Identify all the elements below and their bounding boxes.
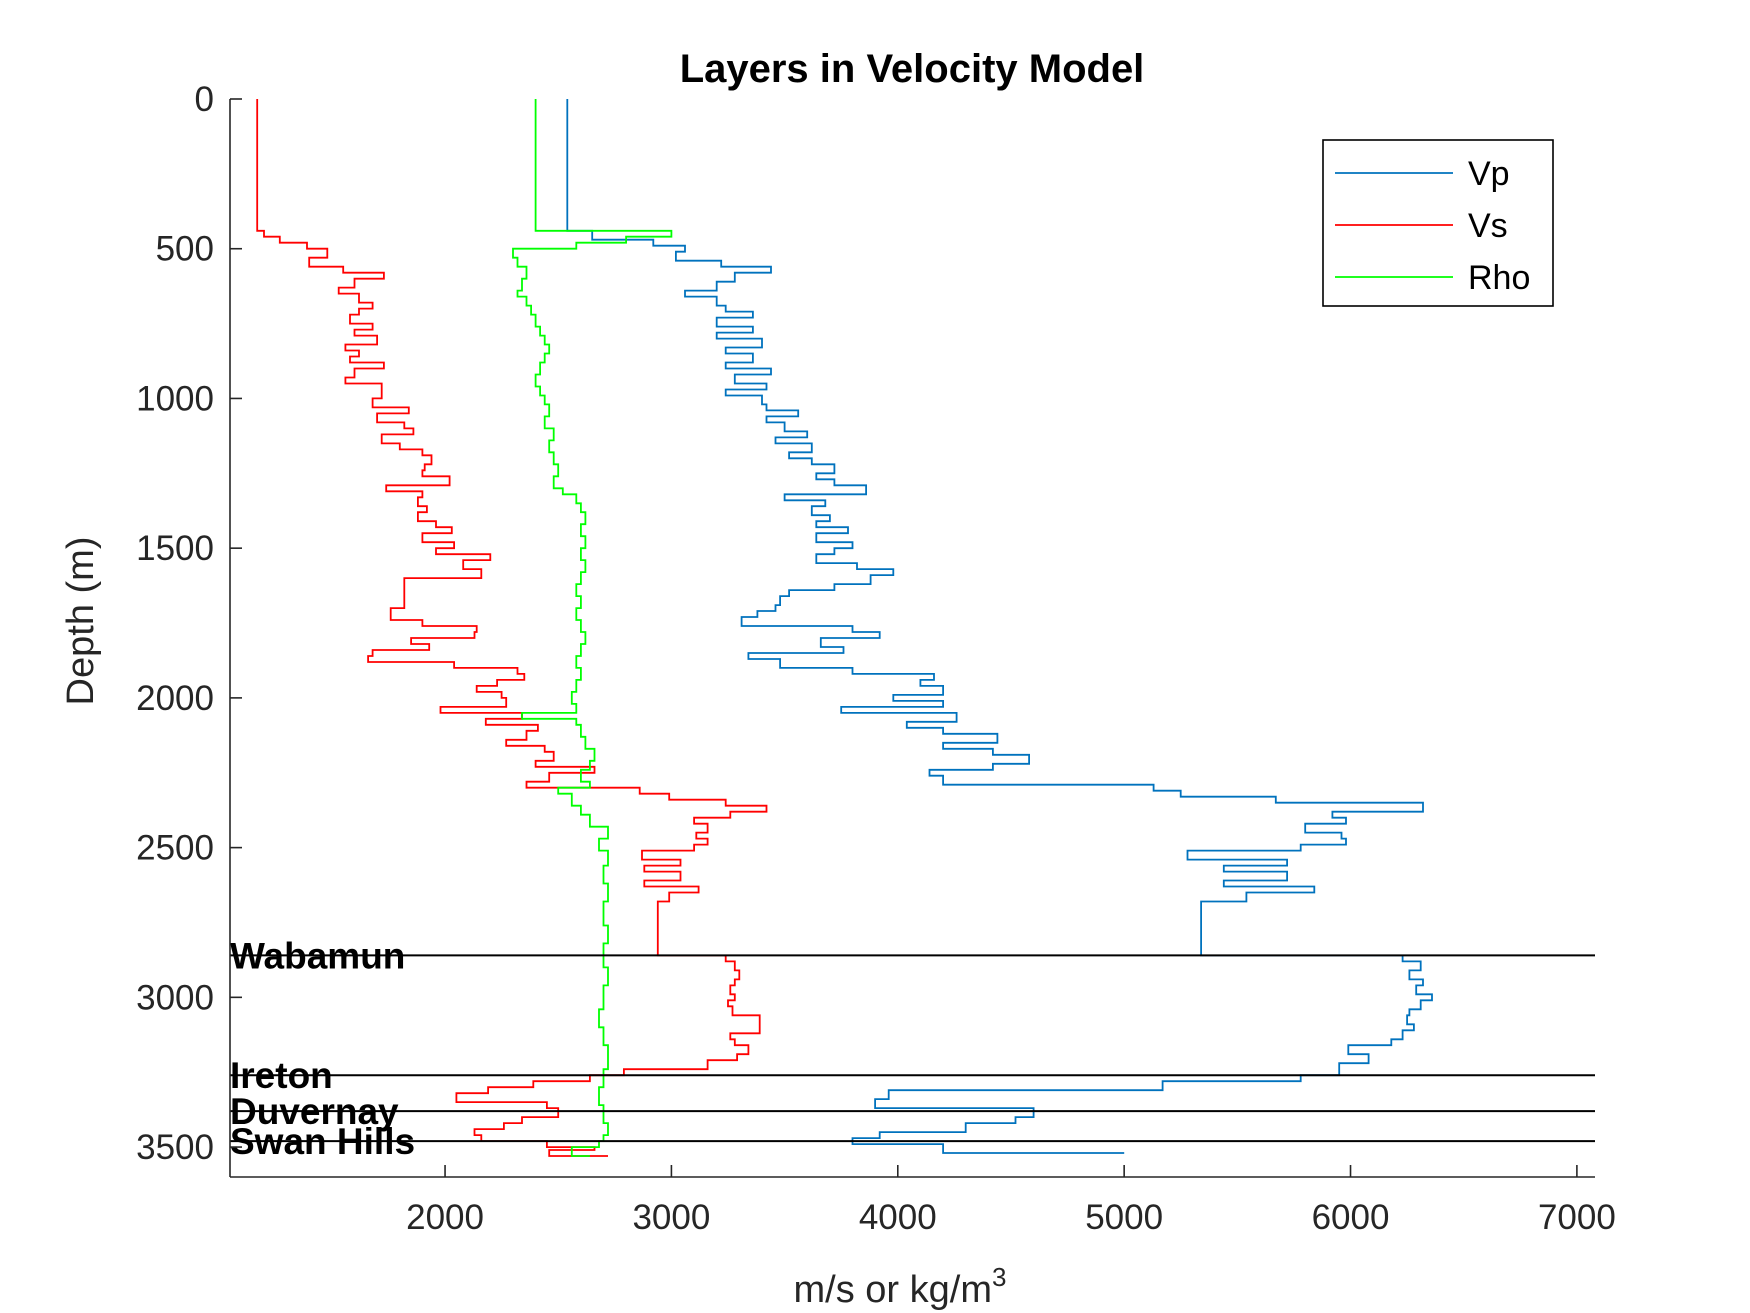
y-tick-label-0: 0 [195,80,214,119]
series-line-rho [512,99,673,1157]
y-tick-label-1500: 1500 [136,529,214,568]
y-tick-label-500: 500 [156,230,214,269]
horizon-label-duvernay: Duvernay [230,1091,399,1132]
legend: Vp Vs Rho [1322,139,1554,307]
x-tick-label-3000: 3000 [632,1198,710,1237]
legend-label-vp: Vp [1468,155,1510,193]
x-tick-label-2000: 2000 [406,1198,484,1237]
x-tick-label-6000: 6000 [1312,1198,1390,1237]
x-axis-label-superscript: 3 [992,1262,1006,1292]
series-line-vs [256,99,768,1157]
series-line-vp [566,99,1433,1154]
x-tick-label-4000: 4000 [859,1198,937,1237]
legend-label-vs: Vs [1468,207,1508,245]
axes-layer: 0 500 1000 1500 2000 2500 3000 3500 2000 3000 4000… [136,80,1616,1237]
x-axis-label: m/s or kg/m3 [794,1262,1007,1311]
horizon-label-ireton: Ireton [230,1055,333,1096]
y-tick-label-3000: 3000 [136,978,214,1017]
chart-title: Layers in Velocity Model [680,47,1145,91]
y-tick-label-3500: 3500 [136,1128,214,1167]
y-tick-label-2000: 2000 [136,679,214,718]
horizon-label-wabamun: Wabamun [230,935,405,976]
series-layer [256,99,1433,1157]
y-axis-label: Depth (m) [60,537,102,706]
legend-box [1322,139,1554,307]
x-tick-label-5000: 5000 [1085,1198,1163,1237]
x-tick-label-7000: 7000 [1538,1198,1616,1237]
x-axis-label-text: m/s or kg/m [794,1269,992,1311]
y-tick-label-2500: 2500 [136,829,214,868]
legend-label-rho: Rho [1468,259,1530,297]
horizon-label-swan-hills: Swan Hills [230,1121,415,1162]
y-tick-label-1000: 1000 [136,379,214,418]
